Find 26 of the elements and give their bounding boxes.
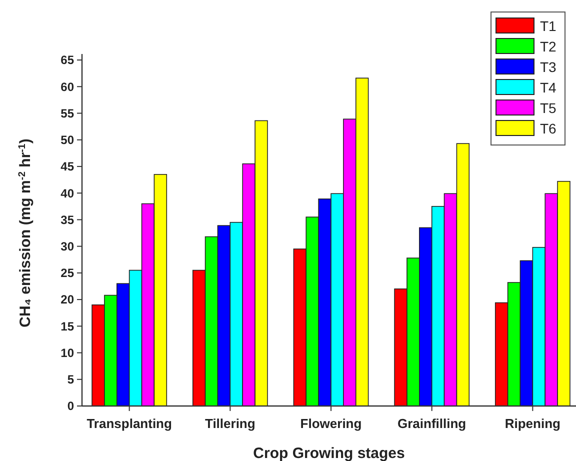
legend-label: T6 [540, 120, 557, 136]
y-tick-label: 55 [60, 106, 74, 120]
y-tick-label: 25 [60, 266, 74, 280]
y-tick-label: 60 [60, 80, 74, 94]
x-tick-label: Flowering [300, 416, 362, 431]
legend-label: T4 [540, 79, 557, 96]
y-tick-label: 20 [60, 292, 74, 307]
legend-label: T2 [540, 38, 557, 54]
x-tick-label: Transplanting [86, 416, 172, 431]
x-tick-label: Grainfilling [398, 416, 466, 431]
legend-label: T3 [540, 58, 557, 75]
y-tick-label: 40 [60, 186, 74, 200]
y-tick-label: 30 [60, 240, 74, 254]
legend-label: T1 [540, 18, 557, 34]
y-tick-label: 45 [60, 160, 74, 174]
legend-label: T5 [540, 100, 557, 116]
x-tick-label: Ripening [504, 416, 561, 431]
x-tick-label: Tillering [205, 416, 256, 431]
y-tick-label: 5 [67, 372, 74, 387]
y-tick-label: 10 [60, 346, 74, 360]
y-tick-label: 15 [60, 319, 74, 334]
y-tick-label: 65 [60, 53, 74, 68]
x-axis-title: Crop Growing stages [253, 445, 405, 461]
y-tick-label: 0 [67, 399, 74, 414]
y-tick-label: 35 [60, 212, 74, 227]
y-tick-label: 50 [60, 133, 74, 148]
